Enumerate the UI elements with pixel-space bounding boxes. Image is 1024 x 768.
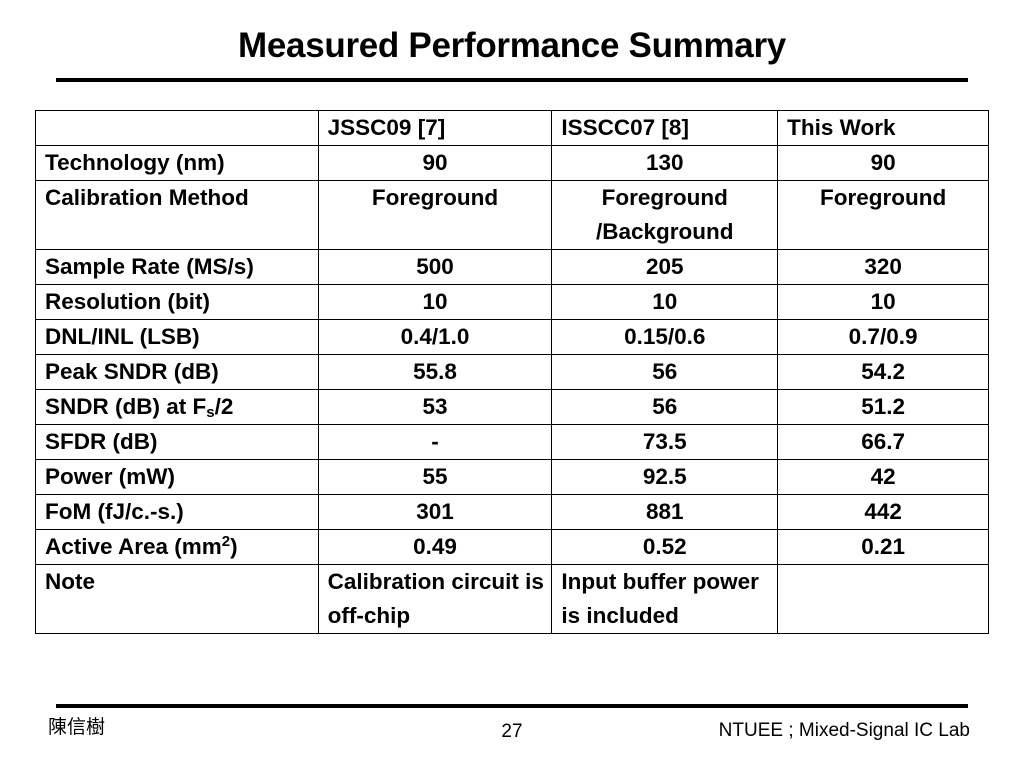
footer-lab: NTUEE ; Mixed-Signal IC Lab — [718, 720, 970, 741]
table-cell: 10 — [551, 284, 779, 320]
row-label: FoM (fJ/c.-s.) — [35, 494, 319, 530]
table-cell: - — [317, 424, 553, 460]
table-row-note: Note Calibration circuit is off-chip Inp… — [35, 564, 989, 634]
table-row-resolution: Resolution (bit) 10 10 10 — [35, 284, 989, 320]
table-cell: 301 — [317, 494, 553, 530]
table-cell: 92.5 — [551, 459, 779, 495]
table-cell: 90 — [317, 145, 553, 181]
table-cell: 320 — [777, 249, 989, 285]
table-cell: 442 — [777, 494, 989, 530]
row-label: SNDR (dB) at Fs/2 — [35, 389, 319, 425]
row-label-text: SNDR (dB) at F — [45, 394, 207, 419]
table-cell: Foreground — [777, 180, 989, 250]
table-cell: 0.21 — [777, 529, 989, 565]
table-row-sndr-fs2: SNDR (dB) at Fs/2 53 56 51.2 — [35, 389, 989, 425]
header-cell-this-work: This Work — [777, 110, 989, 146]
table-cell: 0.52 — [551, 529, 779, 565]
table-row-sfdr: SFDR (dB) - 73.5 66.7 — [35, 424, 989, 460]
row-label: Resolution (bit) — [35, 284, 319, 320]
table-cell: 55.8 — [317, 354, 553, 390]
table-cell: 54.2 — [777, 354, 989, 390]
table-row-power: Power (mW) 55 92.5 42 — [35, 459, 989, 495]
table-cell: 51.2 — [777, 389, 989, 425]
table-cell: 56 — [551, 389, 779, 425]
row-label: DNL/INL (LSB) — [35, 319, 319, 355]
table-cell: Calibration circuit is off-chip — [317, 564, 553, 634]
row-label: Technology (nm) — [35, 145, 319, 181]
row-label: Power (mW) — [35, 459, 319, 495]
table-cell: 66.7 — [777, 424, 989, 460]
table-cell: 0.15/0.6 — [551, 319, 779, 355]
table-cell: 130 — [551, 145, 779, 181]
table-cell: 0.7/0.9 — [777, 319, 989, 355]
row-label: Sample Rate (MS/s) — [35, 249, 319, 285]
table-cell: 500 — [317, 249, 553, 285]
title-divider — [56, 78, 968, 82]
row-label: Calibration Method — [35, 180, 319, 250]
table-cell: Input buffer power is included — [551, 564, 779, 634]
row-label-subscript: s — [206, 404, 215, 421]
table-row-dnl-inl: DNL/INL (LSB) 0.4/1.0 0.15/0.6 0.7/0.9 — [35, 319, 989, 355]
footer-page-number: 27 — [501, 721, 523, 742]
row-label-suffix: ) — [230, 534, 238, 559]
table-cell: 881 — [551, 494, 779, 530]
table-header-row: JSSC09 [7] ISSCC07 [8] This Work — [35, 110, 989, 146]
row-label: SFDR (dB) — [35, 424, 319, 460]
table-cell — [777, 564, 989, 634]
table-row-active-area: Active Area (mm2) 0.49 0.52 0.21 — [35, 529, 989, 565]
footer-author: 陳信樹 — [48, 717, 106, 738]
table-cell: 56 — [551, 354, 779, 390]
table-cell: 205 — [551, 249, 779, 285]
table-row-sample-rate: Sample Rate (MS/s) 500 205 320 — [35, 249, 989, 285]
table-row-calibration-method: Calibration Method Foreground Foreground… — [35, 180, 989, 250]
table-cell: 42 — [777, 459, 989, 495]
table-cell: 10 — [317, 284, 553, 320]
row-label-suffix: /2 — [214, 394, 234, 419]
table-cell: Foreground /Background — [551, 180, 779, 250]
table-cell: 73.5 — [551, 424, 779, 460]
row-label-superscript: 2 — [221, 533, 231, 550]
footer-divider — [56, 704, 968, 708]
table-cell: 90 — [777, 145, 989, 181]
performance-summary-table: JSSC09 [7] ISSCC07 [8] This Work Technol… — [35, 110, 989, 634]
slide-title: Measured Performance Summary — [238, 26, 786, 65]
row-label: Note — [35, 564, 319, 634]
row-label-text: Active Area (mm — [45, 534, 222, 559]
row-label: Active Area (mm2) — [35, 529, 319, 565]
header-cell-empty — [35, 110, 319, 146]
table-cell: 53 — [317, 389, 553, 425]
table-cell: 0.49 — [317, 529, 553, 565]
table-cell: 10 — [777, 284, 989, 320]
table-cell: 55 — [317, 459, 553, 495]
header-cell-jssc09: JSSC09 [7] — [317, 110, 553, 146]
table-cell: 0.4/1.0 — [317, 319, 553, 355]
table-cell: Foreground — [317, 180, 553, 250]
table-row-technology: Technology (nm) 90 130 90 — [35, 145, 989, 181]
row-label: Peak SNDR (dB) — [35, 354, 319, 390]
header-cell-isscc07: ISSCC07 [8] — [551, 110, 779, 146]
table-row-fom: FoM (fJ/c.-s.) 301 881 442 — [35, 494, 989, 530]
table-row-peak-sndr: Peak SNDR (dB) 55.8 56 54.2 — [35, 354, 989, 390]
